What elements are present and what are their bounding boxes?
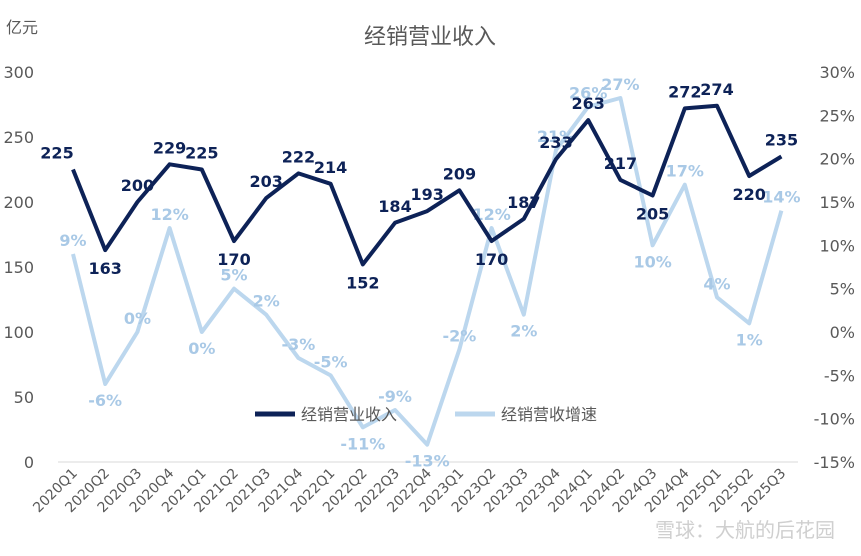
revenue-data-label: 225	[40, 144, 73, 163]
growth-data-label: 5%	[220, 266, 247, 285]
growth-data-label: -9%	[378, 387, 412, 406]
revenue-data-label: 187	[507, 193, 540, 212]
legend: 经销营业收入 经销营收增速	[255, 405, 597, 424]
growth-data-label: 0%	[188, 339, 215, 358]
growth-data-label: 10%	[633, 252, 671, 271]
revenue-data-label: 170	[475, 250, 508, 269]
growth-data-label: 14%	[762, 188, 800, 207]
revenue-data-label: 274	[700, 80, 733, 99]
y-right-tick-label: 15%	[819, 193, 855, 212]
growth-data-label: 4%	[703, 274, 730, 293]
y-right-axis: -15% -10% -5% 0% 5% 10% 15% 20% 25% 30%	[814, 63, 855, 472]
y-left-unit-label: 亿元	[6, 18, 38, 37]
y-left-axis: 0 50 100 150 200 250 300	[3, 63, 34, 472]
revenue-data-label: 193	[410, 185, 443, 204]
x-axis: 2020Q12020Q22020Q32020Q42021Q12021Q22021…	[30, 465, 789, 516]
revenue-data-label: 170	[217, 250, 250, 269]
y-right-tick-label: 25%	[819, 106, 855, 125]
y-left-tick-label: 150	[3, 258, 34, 277]
growth-data-label: -11%	[340, 434, 385, 453]
y-left-tick-label: 250	[3, 128, 34, 147]
revenue-data-label: 152	[346, 273, 379, 292]
chart-title: 经销营业收入	[364, 25, 496, 50]
revenue-data-label: 209	[443, 164, 476, 183]
revenue-data-label: 203	[249, 172, 282, 191]
revenue-data-label: 184	[378, 197, 411, 216]
revenue-data-label: 220	[732, 185, 765, 204]
growth-data-label: -13%	[405, 452, 450, 471]
growth-data-label: 2%	[510, 322, 537, 341]
growth-data-label: -5%	[314, 352, 348, 371]
growth-data-label: -3%	[281, 335, 315, 354]
revenue-data-label: 205	[636, 205, 669, 224]
growth-data-label: 1%	[736, 330, 763, 349]
revenue-data-label: 235	[765, 131, 798, 150]
legend-label-growth: 经销营收增速	[501, 405, 597, 424]
revenue-data-label: 200	[121, 176, 154, 195]
growth-data-label: 12%	[472, 205, 510, 224]
y-left-tick-label: 0	[24, 453, 34, 472]
growth-data-label: 21%	[537, 127, 575, 146]
revenue-data-label: 272	[668, 82, 701, 101]
growth-data-label: -6%	[88, 391, 122, 410]
y-right-tick-label: -5%	[824, 366, 855, 385]
growth-data-label: -2%	[442, 326, 476, 345]
revenue-data-label: 214	[314, 158, 347, 177]
legend-label-revenue: 经销营业收入	[301, 405, 397, 424]
revenue-data-label: 229	[153, 138, 186, 157]
growth-data-label: 9%	[59, 231, 86, 250]
y-left-tick-label: 50	[14, 388, 34, 407]
y-right-tick-label: 0%	[830, 323, 855, 342]
growth-data-label: 12%	[150, 205, 188, 224]
revenue-data-label: 225	[185, 144, 218, 163]
revenue-data-label: 163	[88, 259, 121, 278]
revenue-data-label: 222	[282, 147, 315, 166]
revenue-data-label: 233	[539, 133, 572, 152]
y-right-tick-label: 10%	[819, 236, 855, 255]
series-revenue: 2251632002292251702032222141521841932091…	[40, 80, 798, 293]
growth-data-label: 17%	[666, 162, 704, 181]
revenue-data-label: 263	[571, 94, 604, 113]
y-right-tick-label: 5%	[830, 280, 855, 299]
y-left-tick-label: 100	[3, 323, 34, 342]
y-left-tick-label: 300	[3, 63, 34, 82]
growth-data-label: 2%	[253, 292, 280, 311]
y-right-tick-label: 20%	[819, 150, 855, 169]
growth-data-label: 26%	[569, 84, 607, 103]
watermark: 雪球：大航的后花园	[655, 518, 835, 542]
growth-data-label: 27%	[601, 75, 639, 94]
revenue-data-label: 217	[604, 154, 637, 173]
growth-data-label: 0%	[124, 309, 151, 328]
y-right-tick-label: -10%	[814, 410, 855, 429]
y-left-tick-label: 200	[3, 193, 34, 212]
series-growth: 9% -6% 0% 12% 0% 5% 2% -3%-5% -11% -9% -13% -2% 12% 2…	[59, 75, 800, 471]
y-right-tick-label: 30%	[819, 63, 855, 82]
y-right-tick-label: -15%	[814, 453, 855, 472]
